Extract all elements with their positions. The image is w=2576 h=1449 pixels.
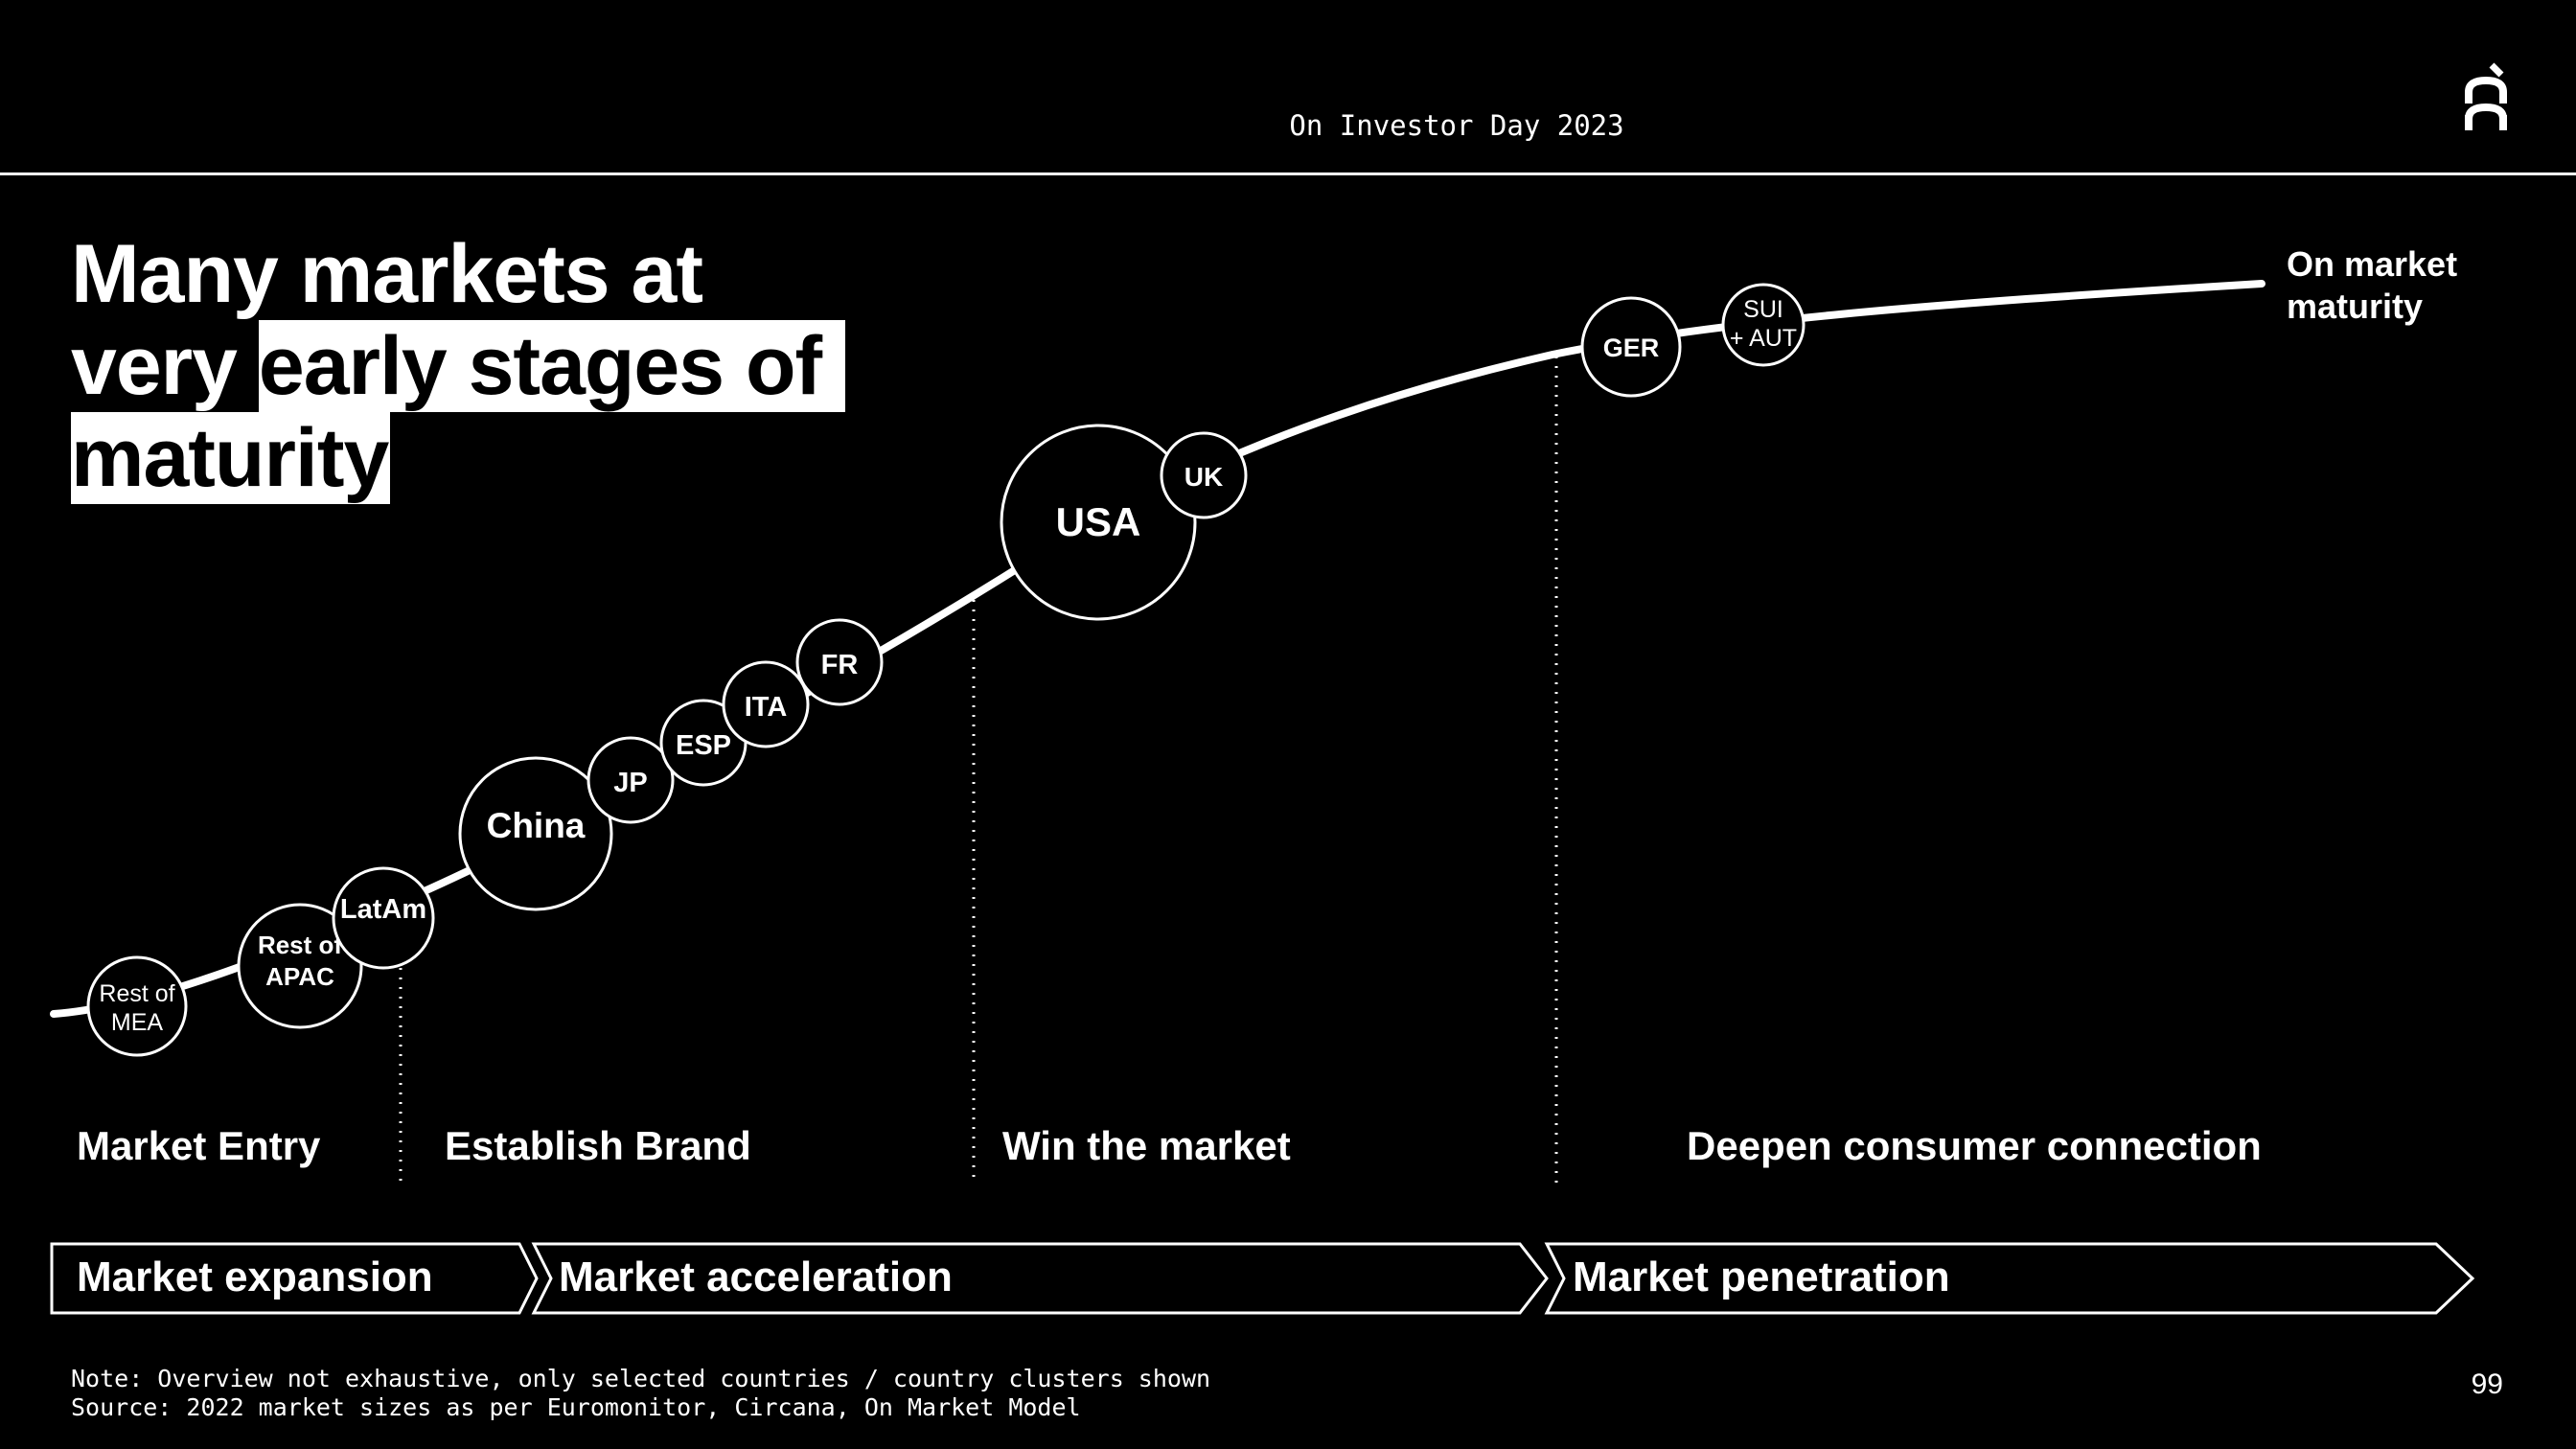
market-bubble-ita: ITA xyxy=(722,660,810,748)
stage-deepen-consumer-connection: Deepen consumer connection xyxy=(1687,1123,2262,1168)
title-line-2-plain: very xyxy=(71,320,259,412)
market-bubble-jp: JP xyxy=(586,736,675,824)
phase-arrow-penetration xyxy=(1544,1242,2475,1315)
market-bubble-latam: LatAm xyxy=(332,866,435,970)
market-bubble-rest-of-mea: Rest of MEA xyxy=(86,955,188,1057)
title-line-1: Many markets at xyxy=(71,228,703,320)
market-label: Rest of xyxy=(258,931,342,959)
header-divider xyxy=(0,172,2576,175)
curve-end-label-line-2: maturity xyxy=(2287,287,2424,326)
stage-win-the-market: Win the market xyxy=(1002,1123,1291,1168)
footer-source-text: Source: 2022 market sizes as per Euromon… xyxy=(71,1393,1081,1421)
market-bubble-uk: UK xyxy=(1160,431,1248,519)
market-bubble-fr: FR xyxy=(795,618,884,706)
market-bubble-esp: ESP xyxy=(659,699,748,787)
phase-market-penetration: Market penetration xyxy=(1573,1254,1950,1300)
market-bubble-sui-aut: SUI + AUT xyxy=(1721,283,1806,367)
on-logo-icon xyxy=(2465,62,2507,130)
slide-title: Many markets at very early stages of mat… xyxy=(71,228,846,504)
market-label: ITA xyxy=(745,692,788,723)
market-label: China xyxy=(487,806,586,845)
market-label: + AUT xyxy=(1730,325,1797,352)
curve-end-label: On market maturity xyxy=(2287,243,2457,328)
market-label: UK xyxy=(1184,462,1223,492)
footer-note: Note: Overview not exhaustive, only sele… xyxy=(71,1365,1210,1422)
market-label: MEA xyxy=(111,1009,164,1036)
title-line-3: maturity xyxy=(71,412,845,504)
market-label: JP xyxy=(613,768,647,798)
market-bubble-usa: USA xyxy=(1000,424,1197,621)
market-label: USA xyxy=(1056,499,1141,544)
market-label: GER xyxy=(1603,334,1660,362)
phase-market-expansion: Market expansion xyxy=(77,1254,433,1300)
market-label: Rest of xyxy=(99,980,174,1007)
market-label: FR xyxy=(821,650,859,680)
page-number: 99 xyxy=(2471,1368,2503,1400)
market-label: SUI xyxy=(1743,296,1783,323)
curve-end-label-line-1: On market xyxy=(2287,244,2458,284)
phase-arrow-expansion xyxy=(50,1242,539,1315)
footer-note-text: Note: Overview not exhaustive, only sele… xyxy=(71,1365,1211,1392)
phase-arrow-acceleration xyxy=(531,1242,1549,1315)
market-bubble-rest-of-apac: Rest of APAC xyxy=(237,903,363,1029)
title-line-2-highlight: early stages of xyxy=(258,320,846,412)
market-label: LatAm xyxy=(340,894,426,925)
stage-establish-brand: Establish Brand xyxy=(445,1123,751,1168)
market-label: APAC xyxy=(265,962,334,991)
market-label: ESP xyxy=(676,730,731,761)
phase-market-acceleration: Market acceleration xyxy=(559,1254,953,1300)
title-line-3-highlight: maturity xyxy=(71,412,391,504)
market-bubble-china: China xyxy=(458,756,613,911)
title-line-2: very early stages of xyxy=(71,320,846,412)
market-bubble-ger: GER xyxy=(1580,296,1682,398)
event-title: On Investor Day 2023 xyxy=(1289,109,1624,142)
stage-market-entry: Market Entry xyxy=(77,1123,321,1168)
